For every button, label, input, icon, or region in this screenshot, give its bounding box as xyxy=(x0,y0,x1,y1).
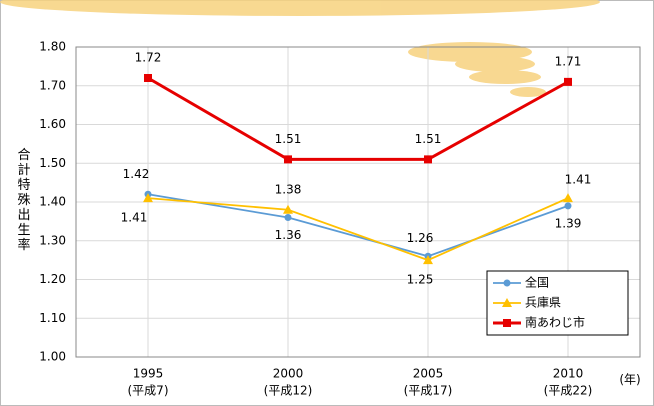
point xyxy=(424,155,432,163)
x-tick-sublabel: (平成22) xyxy=(544,384,593,398)
x-tick-label: 2000 xyxy=(273,367,304,381)
data-label: 1.39 xyxy=(555,216,582,230)
y-tick-label: 1.10 xyxy=(39,311,66,325)
y-tick-label: 1.20 xyxy=(39,272,66,286)
y-tick-label: 1.60 xyxy=(39,117,66,131)
point xyxy=(564,78,572,86)
x-tick-sublabel: (平成17) xyxy=(404,384,453,398)
data-label: 1.38 xyxy=(275,182,302,196)
data-label: 1.42 xyxy=(123,167,150,181)
data-label: 1.51 xyxy=(415,132,442,146)
data-label: 1.41 xyxy=(565,173,592,187)
page: {"chart_data": {"type": "line", "y_label… xyxy=(0,0,654,406)
y-tick-label: 1.50 xyxy=(39,156,66,170)
y-tick-label: 1.70 xyxy=(39,78,66,92)
cloud xyxy=(469,70,541,84)
x-tick-label: 1995 xyxy=(133,367,164,381)
data-label: 1.71 xyxy=(555,54,582,68)
y-tick-label: 1.00 xyxy=(39,350,66,364)
point xyxy=(504,280,511,287)
y-tick-label: 1.30 xyxy=(39,233,66,247)
point xyxy=(284,155,292,163)
point xyxy=(285,214,292,221)
y-axis-label: 合計特殊出生率 xyxy=(15,148,31,253)
x-tick-label: 2005 xyxy=(413,367,444,381)
legend-label: 兵庫県 xyxy=(525,296,561,310)
x-tick-sublabel: (平成7) xyxy=(128,384,169,398)
data-label: 1.41 xyxy=(121,211,148,225)
data-label: 1.36 xyxy=(275,228,302,242)
x-tick-label: 2010 xyxy=(553,367,584,381)
legend-label: 南あわじ市 xyxy=(525,315,585,330)
data-label: 1.72 xyxy=(135,51,162,65)
point xyxy=(503,319,511,327)
y-tick-label: 1.80 xyxy=(39,40,66,54)
legend-label: 全国 xyxy=(525,275,549,290)
point xyxy=(565,202,572,209)
y-tick-label: 1.40 xyxy=(39,195,66,209)
data-label: 1.25 xyxy=(407,273,434,287)
data-label: 1.26 xyxy=(407,231,434,245)
x-axis-label: (年) xyxy=(619,373,640,387)
cloud xyxy=(455,56,535,72)
x-tick-sublabel: (平成12) xyxy=(264,384,313,398)
data-label: 1.51 xyxy=(275,132,302,146)
chart: 合計特殊出生率 (年) 1.00 1.10 1.20 1.30 1.40 1.50 1.60… xyxy=(0,0,654,406)
point xyxy=(144,74,152,82)
